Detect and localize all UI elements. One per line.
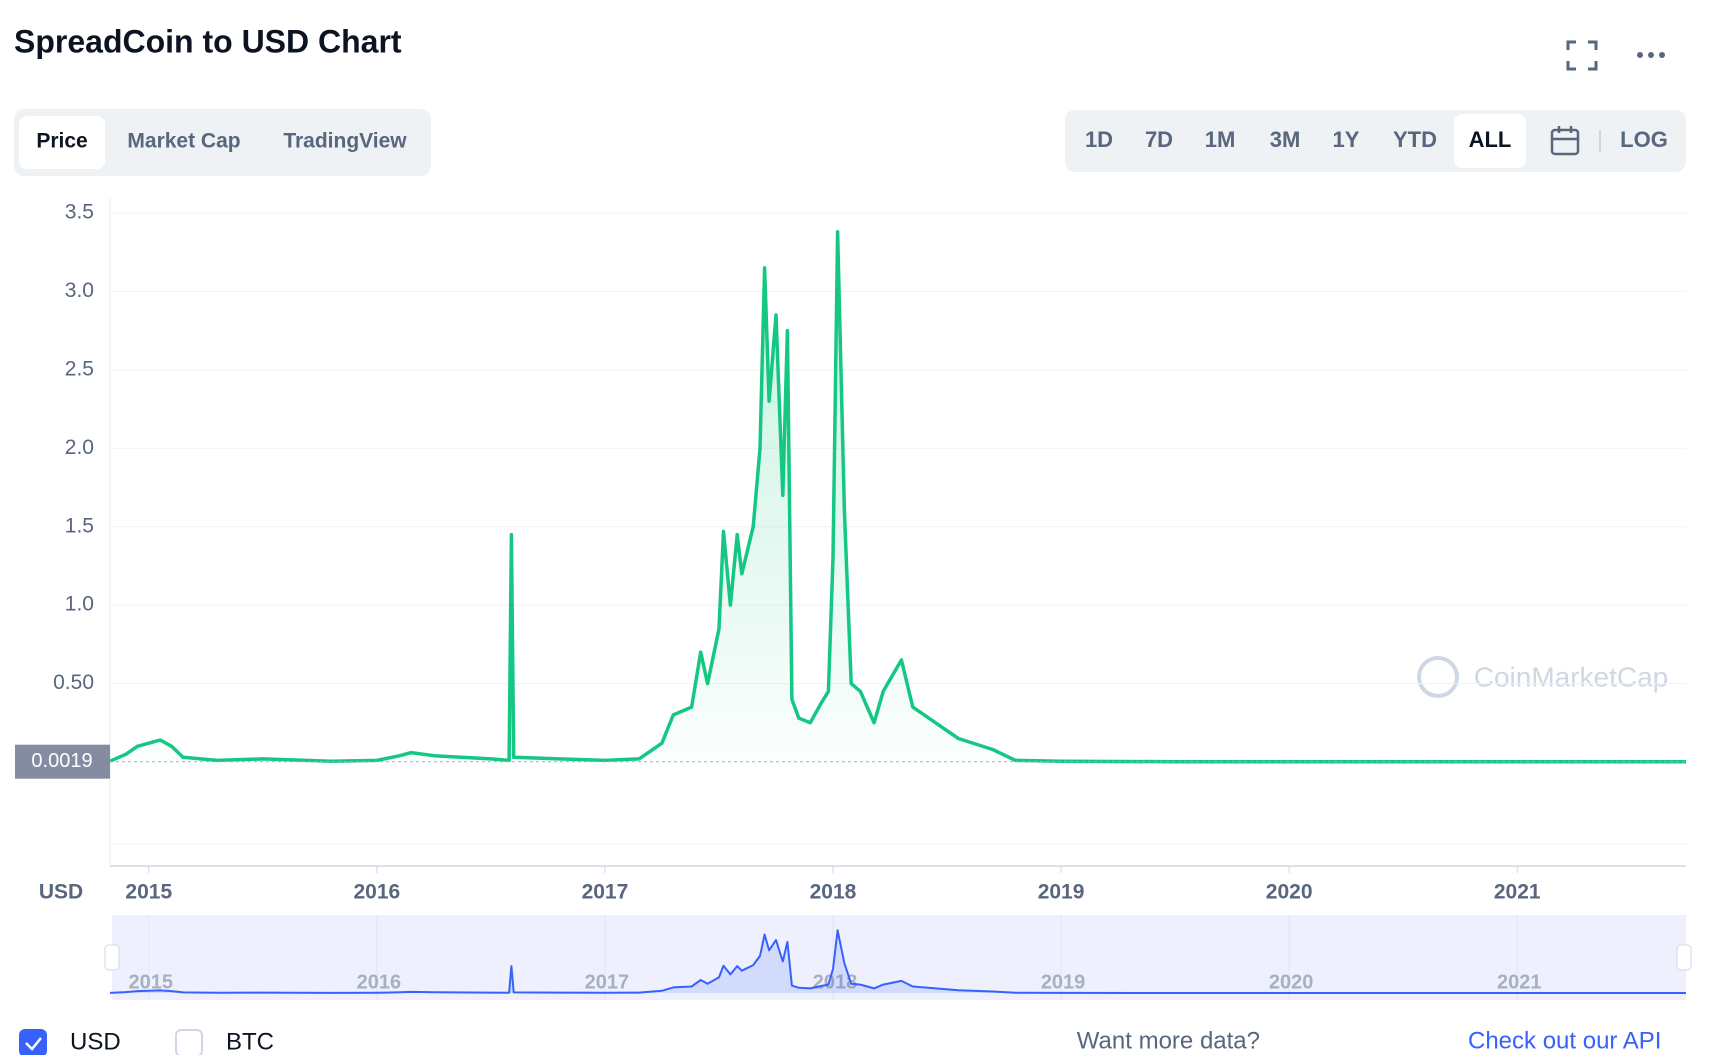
fullscreen-icon[interactable] xyxy=(1566,40,1598,71)
x-tick-label: 2021 xyxy=(1494,881,1541,904)
range-button[interactable]: 3M xyxy=(1270,127,1301,152)
tab-active-bg xyxy=(19,116,105,169)
range-button[interactable]: ALL xyxy=(1469,127,1512,152)
navigator-tick-label: 2018 xyxy=(813,971,858,993)
footer-text: Want more data? xyxy=(1077,1027,1260,1054)
y-axis-label: USD xyxy=(39,881,83,904)
navigator-tick-label: 2016 xyxy=(357,971,402,993)
watermark: CoinMarketCap xyxy=(1474,661,1669,692)
current-price-bg xyxy=(15,744,110,779)
navigator-tick-label: 2021 xyxy=(1497,971,1542,993)
range-button[interactable]: 1Y xyxy=(1333,127,1360,152)
x-tick-label: 2017 xyxy=(582,881,629,904)
range-button[interactable]: 1M xyxy=(1205,127,1236,152)
y-tick-label: 1.0 xyxy=(65,593,94,616)
range-active-bg xyxy=(1454,114,1526,168)
line xyxy=(109,929,1686,994)
y-tick-label: 1.5 xyxy=(65,514,94,537)
log-button[interactable]: LOG xyxy=(1620,127,1668,152)
tab[interactable]: TradingView xyxy=(283,130,407,153)
more-icon[interactable] xyxy=(1637,52,1665,58)
y-tick-label: 2.5 xyxy=(65,357,94,380)
tab[interactable]: Market Cap xyxy=(127,130,240,153)
toggle-label[interactable]: BTC xyxy=(226,1028,274,1055)
x-tick-label: 2016 xyxy=(353,881,400,904)
watermark-logo xyxy=(1417,656,1459,698)
checkmark xyxy=(25,1037,42,1051)
navigator-tick-label: 2017 xyxy=(585,971,630,993)
navigator-handle[interactable] xyxy=(104,944,120,971)
navigator-handle[interactable] xyxy=(1676,944,1692,971)
range-button[interactable]: 1D xyxy=(1085,127,1113,152)
navigator-bg xyxy=(112,915,1686,1000)
x-tick-label: 2020 xyxy=(1266,881,1313,904)
current-price-label: 0.0019 xyxy=(31,750,92,772)
x-tick-label: 2015 xyxy=(125,881,172,904)
title: SpreadCoin to USD Chart xyxy=(14,23,402,59)
navigator-tick-label: 2020 xyxy=(1269,971,1314,993)
checkbox[interactable] xyxy=(19,1029,47,1055)
area xyxy=(110,231,1686,763)
y-tick-label: 3.5 xyxy=(65,201,94,224)
footer-link[interactable]: Check out our API xyxy=(1468,1027,1661,1054)
checkbox[interactable] xyxy=(175,1029,203,1055)
tab-group xyxy=(14,109,431,176)
y-tick-label: 3.0 xyxy=(65,279,94,302)
navigator-tick-label: 2019 xyxy=(1041,971,1086,993)
toggle-label[interactable]: USD xyxy=(70,1028,121,1055)
range-button[interactable]: YTD xyxy=(1393,127,1437,152)
x-tick-label: 2018 xyxy=(810,881,857,904)
y-tick-label: 0.50 xyxy=(53,671,94,694)
range-group xyxy=(1065,110,1686,172)
range-button[interactable]: 7D xyxy=(1145,127,1173,152)
x-tick-label: 2019 xyxy=(1038,881,1085,904)
calendar-icon[interactable] xyxy=(1550,126,1580,156)
y-tick-label: 2.0 xyxy=(65,436,94,459)
line xyxy=(109,230,1686,764)
tab[interactable]: Price xyxy=(36,130,87,153)
navigator-tick-label: 2015 xyxy=(129,971,174,993)
